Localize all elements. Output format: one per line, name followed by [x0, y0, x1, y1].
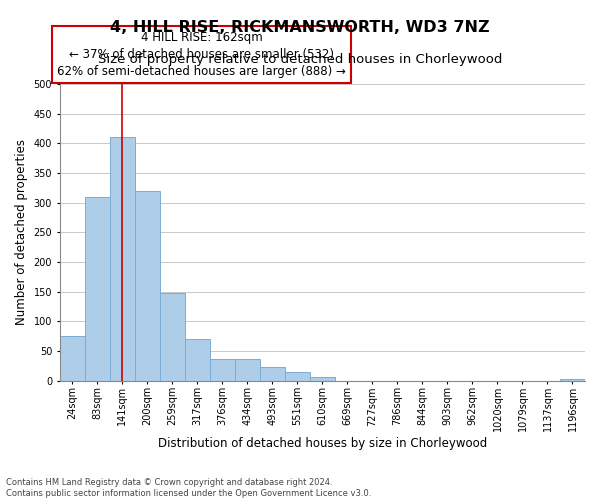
Text: Size of property relative to detached houses in Chorleywood: Size of property relative to detached ho… [98, 52, 502, 66]
Bar [560, 378, 585, 380]
Text: 4 HILL RISE: 162sqm
← 37% of detached houses are smaller (532)
62% of semi-detac: 4 HILL RISE: 162sqm ← 37% of detached ho… [57, 31, 346, 78]
X-axis label: Distribution of detached houses by size in Chorleywood: Distribution of detached houses by size … [158, 437, 487, 450]
Text: 4, HILL RISE, RICKMANSWORTH, WD3 7NZ: 4, HILL RISE, RICKMANSWORTH, WD3 7NZ [110, 20, 490, 35]
Bar [210, 358, 235, 380]
Bar [285, 372, 310, 380]
Bar [235, 358, 260, 380]
Bar [160, 292, 185, 380]
Bar [135, 190, 160, 380]
Bar [310, 377, 335, 380]
Bar [60, 336, 85, 380]
Bar [185, 339, 210, 380]
Bar [110, 138, 135, 380]
Bar [85, 196, 110, 380]
Y-axis label: Number of detached properties: Number of detached properties [15, 140, 28, 326]
Text: Contains HM Land Registry data © Crown copyright and database right 2024.
Contai: Contains HM Land Registry data © Crown c… [6, 478, 371, 498]
Bar [260, 368, 285, 380]
